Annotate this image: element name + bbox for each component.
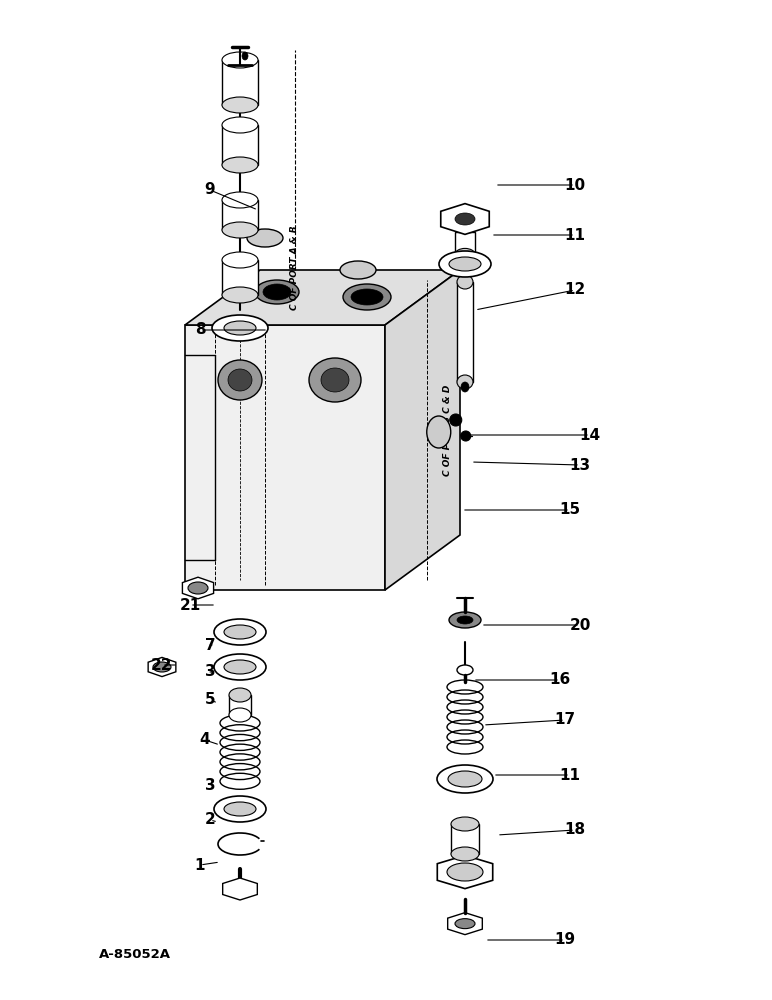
Ellipse shape [340,261,376,279]
Ellipse shape [448,771,482,787]
Text: 20: 20 [569,617,591,633]
Text: 11: 11 [564,228,585,242]
Text: 8: 8 [195,322,205,338]
Ellipse shape [455,919,475,929]
Ellipse shape [321,368,349,392]
Text: 4: 4 [200,732,210,748]
Ellipse shape [224,321,256,335]
Ellipse shape [212,315,268,341]
Polygon shape [182,577,214,599]
Ellipse shape [222,252,258,268]
Ellipse shape [214,654,266,680]
Ellipse shape [222,157,258,173]
Text: 13: 13 [570,458,591,473]
Ellipse shape [309,358,361,402]
Text: 21: 21 [179,597,201,612]
Text: 7: 7 [205,638,215,652]
Polygon shape [441,204,489,234]
Ellipse shape [351,289,383,305]
Ellipse shape [263,284,291,300]
Ellipse shape [457,275,473,289]
Ellipse shape [188,582,208,594]
Ellipse shape [439,251,491,277]
Ellipse shape [451,817,479,831]
Text: 10: 10 [564,178,586,192]
Polygon shape [185,325,385,590]
Polygon shape [448,913,482,935]
Text: C OF PORTS C & D: C OF PORTS C & D [443,384,452,476]
Ellipse shape [447,863,483,881]
Ellipse shape [214,796,266,822]
Ellipse shape [222,192,258,208]
Ellipse shape [449,612,481,628]
Ellipse shape [222,97,258,113]
Polygon shape [148,657,176,677]
Ellipse shape [218,360,262,400]
Ellipse shape [153,662,171,672]
Bar [222,200,258,230]
Polygon shape [185,270,460,325]
Text: 11: 11 [560,768,581,782]
Text: 22: 22 [151,658,173,672]
Polygon shape [437,855,493,889]
Ellipse shape [343,284,391,310]
Polygon shape [222,878,257,900]
Ellipse shape [214,619,266,645]
Ellipse shape [457,616,473,624]
Ellipse shape [450,414,462,426]
Text: 2: 2 [205,812,215,828]
Text: 15: 15 [560,502,581,518]
Ellipse shape [461,431,471,441]
Ellipse shape [224,625,256,639]
Ellipse shape [437,765,493,793]
Text: 14: 14 [580,428,601,442]
Ellipse shape [255,280,299,304]
Text: C OF PORT A & B: C OF PORT A & B [290,226,300,310]
Ellipse shape [222,287,258,303]
Ellipse shape [224,802,256,816]
Ellipse shape [222,222,258,238]
Ellipse shape [427,416,451,448]
Ellipse shape [224,660,256,674]
Ellipse shape [228,369,252,391]
Bar [222,125,258,165]
Ellipse shape [457,665,473,675]
Ellipse shape [449,257,481,271]
Text: 16: 16 [550,672,571,688]
Bar [222,60,258,105]
Ellipse shape [455,213,475,225]
Ellipse shape [222,117,258,133]
Text: 19: 19 [554,932,576,948]
Bar [457,282,473,382]
Polygon shape [385,270,460,590]
Text: 18: 18 [564,822,586,838]
Text: 3: 3 [205,664,215,680]
Text: 1: 1 [195,857,205,872]
Text: A-85052A: A-85052A [99,948,171,962]
Ellipse shape [247,229,283,247]
Bar [222,260,258,295]
Text: 12: 12 [564,282,586,298]
Bar [451,824,479,854]
Bar [229,695,251,715]
Ellipse shape [451,847,479,861]
Text: 3: 3 [205,778,215,792]
Bar [455,232,475,254]
Ellipse shape [461,382,469,392]
Text: 9: 9 [205,182,215,198]
Ellipse shape [457,375,473,389]
Ellipse shape [229,688,251,702]
Text: 17: 17 [554,712,576,728]
Ellipse shape [455,248,475,260]
Ellipse shape [229,708,251,722]
Ellipse shape [222,52,258,68]
Ellipse shape [242,52,248,60]
Text: 5: 5 [205,692,215,708]
